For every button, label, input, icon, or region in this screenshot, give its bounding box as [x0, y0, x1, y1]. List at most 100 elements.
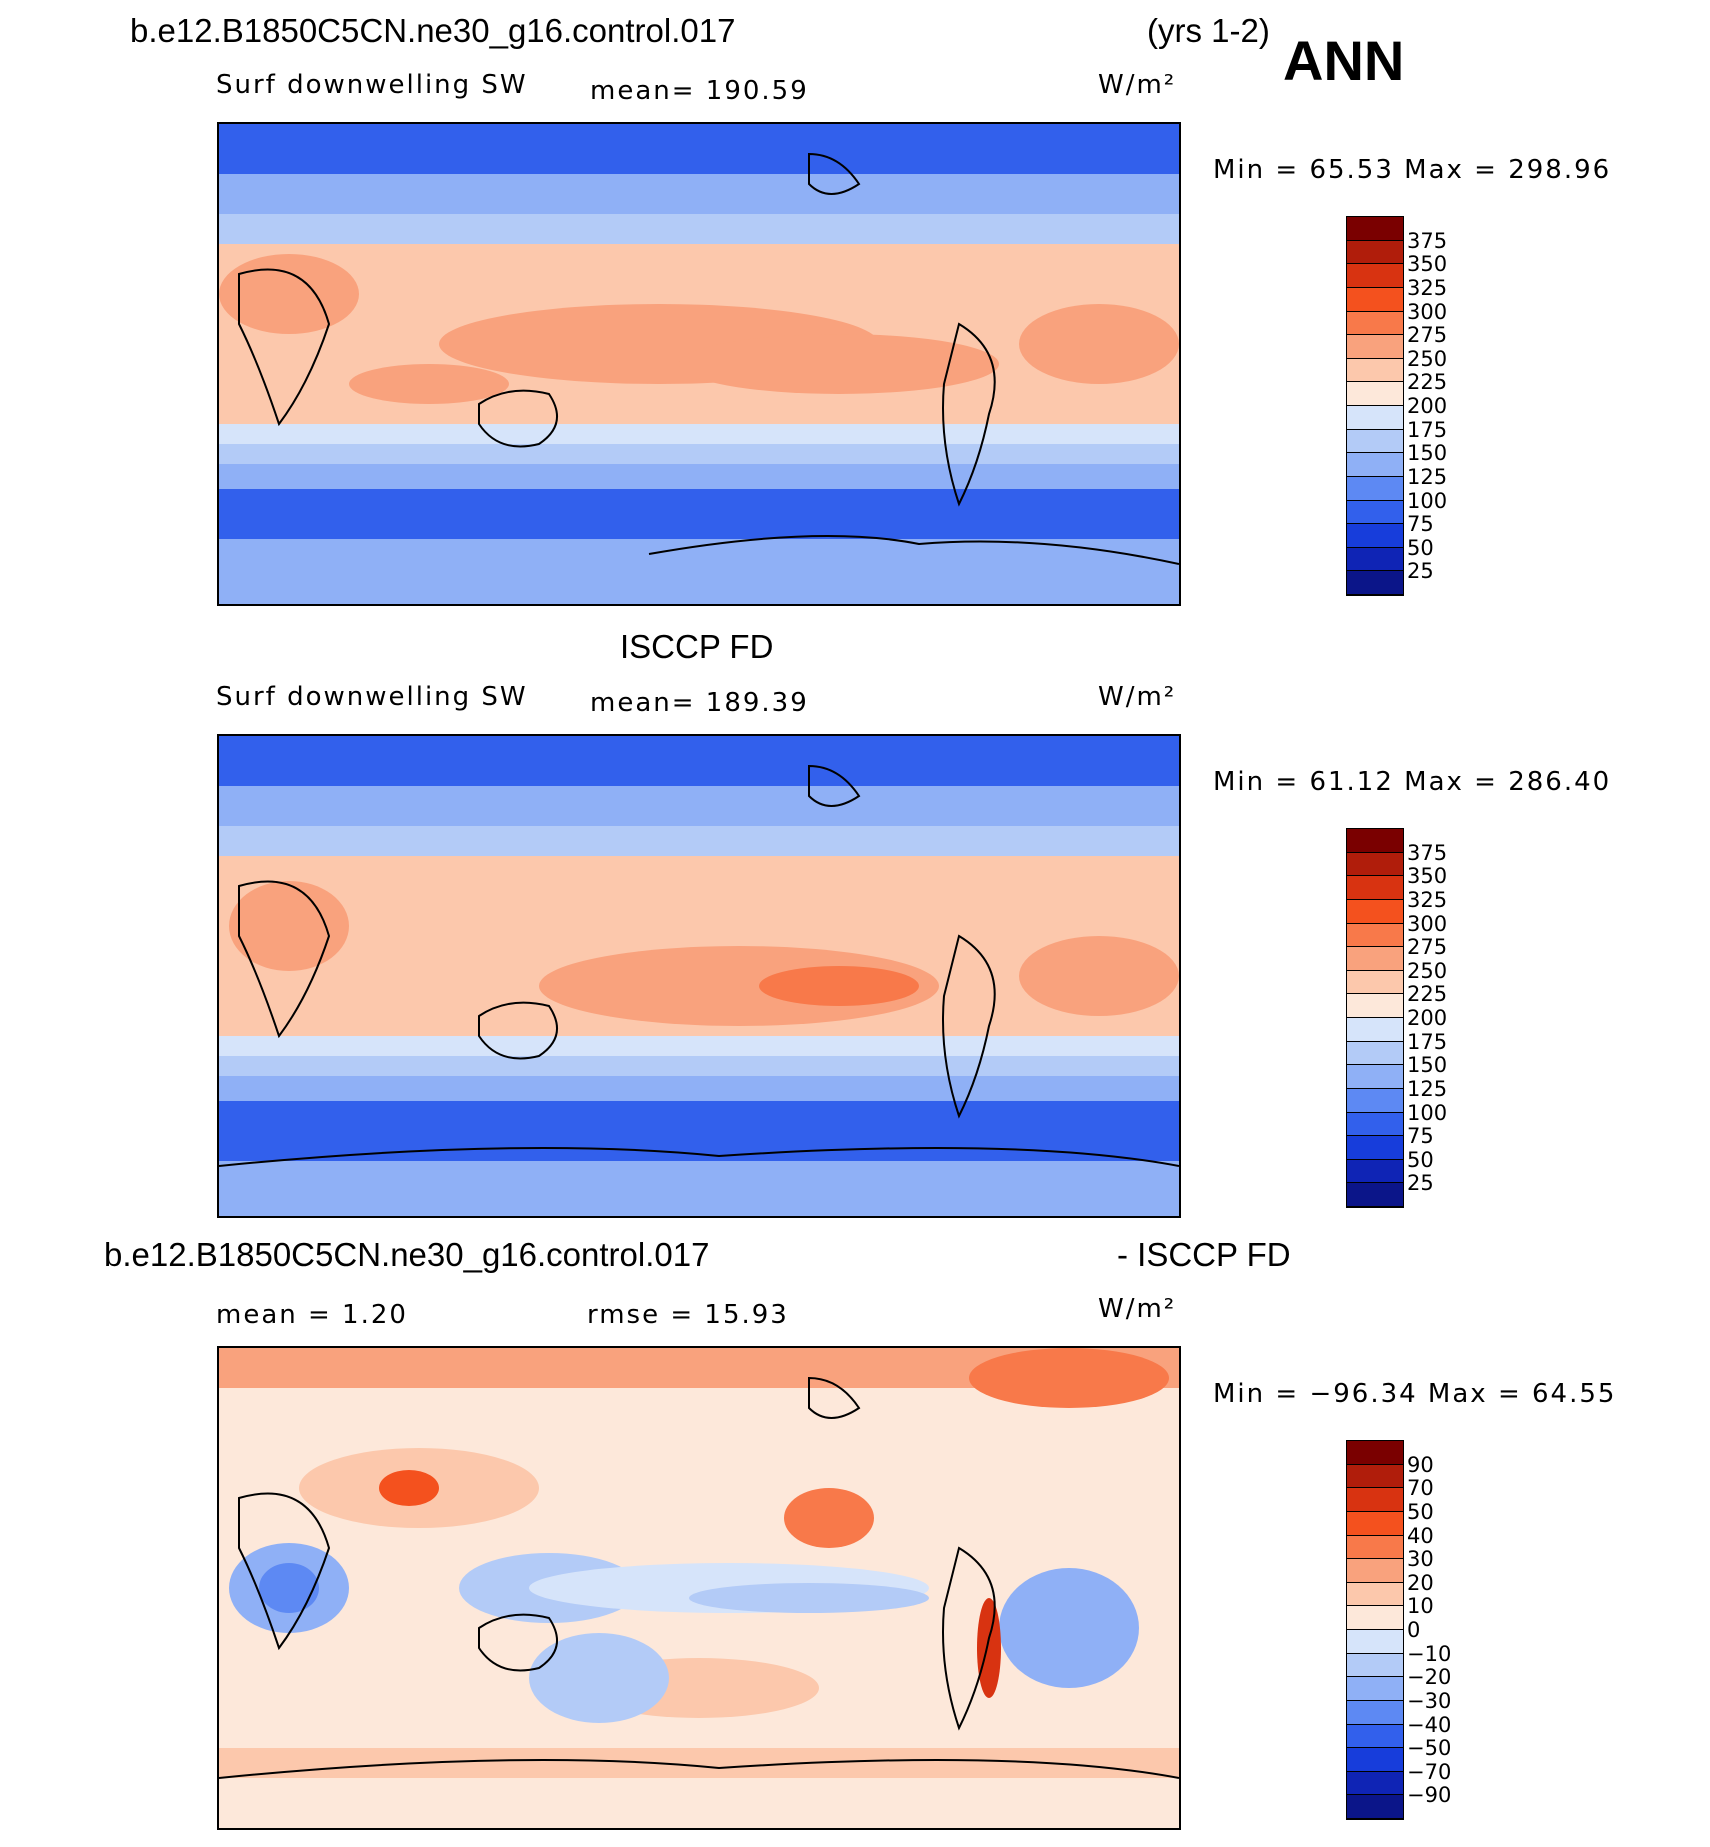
colorbar-swatch: [1347, 876, 1403, 900]
colorbar-swatch: [1347, 1700, 1403, 1725]
season-label: ANN: [1283, 29, 1405, 92]
colorbar-swatch: [1347, 899, 1403, 924]
diff-title-left: b.e12.B1850C5CN.ne30_g16.control.017: [104, 1236, 710, 1273]
colorbar-tick-label: 375: [1407, 840, 1448, 865]
colorbar-tick-label: 275: [1407, 935, 1448, 960]
colorbar-tick-label: 300: [1407, 911, 1448, 936]
colorbar-swatch: [1347, 1488, 1403, 1512]
colorbar-swatch: [1347, 358, 1403, 383]
colorbar-tick-label: 350: [1407, 252, 1448, 277]
colorbar-tick-label: 70: [1407, 1476, 1434, 1501]
minmax-obs: Min = 61.12 Max = 286.40: [1213, 767, 1612, 797]
colorbar-swatch: [1347, 994, 1403, 1018]
colorbar-swatch: [1347, 311, 1403, 336]
colorbar-swatch: [1347, 1464, 1403, 1489]
colorbar-swatch: [1347, 1535, 1403, 1560]
colorbar-tick-label: −30: [1407, 1688, 1452, 1713]
colorbar-tick-label: 125: [1407, 1076, 1448, 1101]
colorbar-swatch: [1347, 1606, 1403, 1630]
colorbar-swatch: [1347, 1748, 1403, 1772]
colorbar-swatch: [1347, 1795, 1403, 1819]
colorbar-swatch: [1347, 264, 1403, 288]
colorbar-swatch: [1347, 1065, 1403, 1089]
colorbar-swatch: [1347, 547, 1403, 572]
colorbar-swatch: [1347, 1183, 1403, 1207]
colorbar-swatch: [1347, 217, 1403, 241]
colorbar-tick-label: 325: [1407, 275, 1448, 300]
years-label: (yrs 1-2): [1147, 12, 1270, 49]
colorbar-swatch: [1347, 1582, 1403, 1607]
colorbar-swatch: [1347, 429, 1403, 454]
colorbar-tick-label: −10: [1407, 1641, 1452, 1666]
case-title: b.e12.B1850C5CN.ne30_g16.control.017: [130, 12, 736, 49]
colorbar-swatch: [1347, 335, 1403, 359]
map-panel-diff: [217, 1346, 1181, 1830]
colorbar-swatch: [1347, 1088, 1403, 1113]
colorbar-swatch: [1347, 1041, 1403, 1066]
colorbar-tick-label: 225: [1407, 982, 1448, 1007]
colorbar-swatch: [1347, 1771, 1403, 1796]
colorbar-tick-label: −20: [1407, 1665, 1452, 1690]
colorbar-swatch: [1347, 1441, 1403, 1465]
colorbar-tick-label: 10: [1407, 1594, 1434, 1619]
mean-label-diff: mean = 1.20: [216, 1300, 408, 1330]
colorbar-tick-label: 300: [1407, 299, 1448, 324]
mean-label-model: mean= 190.59: [590, 76, 809, 106]
colorbar-tick-label: 40: [1407, 1523, 1434, 1548]
colorbar-tick-label: 75: [1407, 512, 1434, 537]
map-panel-model: [217, 122, 1181, 606]
colorbar-swatch: [1347, 829, 1403, 853]
colorbar-tick-label: 250: [1407, 346, 1448, 371]
obs-title: ISCCP FD: [620, 628, 774, 665]
colorbar-tick-label: 50: [1407, 535, 1434, 560]
colorbar-swatch: [1347, 571, 1403, 595]
colorbar-tick-label: −40: [1407, 1712, 1452, 1737]
colorbar-tick-label: 125: [1407, 464, 1448, 489]
colorbar-tick-label: −70: [1407, 1759, 1452, 1784]
colorbar-swatch: [1347, 970, 1403, 995]
colorbar-tick-label: 100: [1407, 488, 1448, 513]
units-label-diff: W/m²: [1098, 1294, 1177, 1324]
colorbar-swatch: [1347, 1559, 1403, 1583]
units-label-obs: W/m²: [1098, 682, 1177, 712]
colorbar-tick-label: −50: [1407, 1736, 1452, 1761]
colorbar-tick-label: 25: [1407, 559, 1434, 584]
map-diff: [219, 1348, 1179, 1828]
colorbar-tick-label: 250: [1407, 958, 1448, 983]
colorbar-swatch: [1347, 453, 1403, 477]
colorbar-swatch: [1347, 406, 1403, 430]
colorbar-swatch: [1347, 382, 1403, 406]
colorbar-swatch: [1347, 1511, 1403, 1536]
colorbar-swatch: [1347, 1159, 1403, 1184]
colorbar-tick-label: 225: [1407, 370, 1448, 395]
colorbar-tick-label: 200: [1407, 1006, 1448, 1030]
colorbar-swatch: [1347, 1136, 1403, 1160]
colorbar-model: 375 350 325 300 275 250 225 200 175 150 125 100 75 50…: [1346, 216, 1447, 596]
colorbar-tick-label: 325: [1407, 887, 1448, 912]
colorbar-swatch: [1347, 500, 1403, 525]
colorbar-tick-label: 0: [1407, 1618, 1421, 1642]
colorbar-swatch: [1347, 287, 1403, 312]
colorbar-swatch: [1347, 852, 1403, 877]
minmax-diff: Min = −96.34 Max = 64.55: [1213, 1379, 1617, 1409]
colorbar-tick-label: 100: [1407, 1100, 1448, 1125]
colorbar-tick-label: 175: [1407, 417, 1448, 442]
colorbar-tick-label: 50: [1407, 1147, 1434, 1172]
diff-title-right: - ISCCP FD: [1117, 1236, 1291, 1273]
colorbar-tick-label: 200: [1407, 394, 1448, 418]
colorbar-diff: 90 70 50 40 30 20 10 0 −10 −20 −30 −40 −50 −70 −90: [1346, 1440, 1451, 1820]
colorbar-swatch: [1347, 476, 1403, 501]
colorbar-swatch: [1347, 1018, 1403, 1042]
colorbar-swatch: [1347, 1677, 1403, 1701]
colorbar-tick-label: 275: [1407, 323, 1448, 348]
colorbar-swatch: [1347, 1724, 1403, 1749]
colorbar-tick-label: 175: [1407, 1029, 1448, 1054]
colorbar-swatch: [1347, 524, 1403, 548]
map-obs: [219, 736, 1179, 1216]
mean-label-obs: mean= 189.39: [590, 688, 809, 718]
minmax-model: Min = 65.53 Max = 298.96: [1213, 155, 1612, 185]
colorbar-tick-label: −90: [1407, 1783, 1452, 1808]
colorbar-swatch: [1347, 1653, 1403, 1678]
colorbar-swatch: [1347, 240, 1403, 265]
variable-label-model: Surf downwelling SW: [216, 70, 528, 100]
